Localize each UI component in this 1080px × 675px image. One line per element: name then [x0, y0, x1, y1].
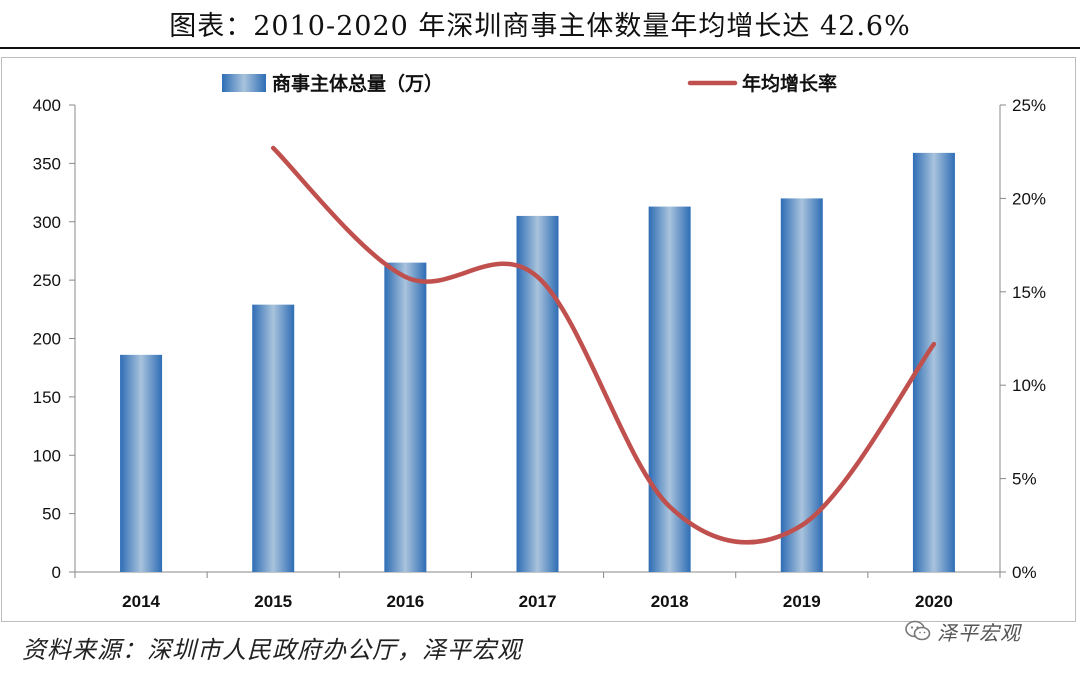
x-axis-tick-label: 2020: [915, 592, 953, 611]
chart-frame: [1, 57, 1076, 622]
bar-2016: [384, 262, 427, 572]
x-axis-tick-label: 2016: [386, 592, 424, 611]
x-axis-tick-label: 2017: [519, 592, 557, 611]
bar-2018: [648, 206, 691, 572]
right-axis-tick-label: 20%: [1012, 189, 1046, 208]
bar-2014: [120, 354, 163, 572]
left-axis-tick-label: 50: [42, 505, 61, 524]
bar-2019: [780, 198, 823, 572]
legend-bar-swatch: [222, 74, 266, 92]
chart-title: 图表：2010-2020 年深圳商事主体数量年均增长达 42.6%: [169, 11, 911, 42]
left-axis-tick-label: 100: [33, 446, 61, 465]
x-axis-tick-label: 2018: [651, 592, 689, 611]
bar-2020: [912, 152, 955, 572]
right-axis-tick-label: 0%: [1012, 563, 1037, 582]
left-axis-tick-label: 400: [33, 96, 61, 115]
x-axis-tick-label: 2019: [783, 592, 821, 611]
right-axis-tick-label: 15%: [1012, 283, 1046, 302]
x-axis-tick-label: 2014: [122, 592, 160, 611]
watermark: 泽平宏观: [905, 616, 1021, 646]
left-axis-tick-label: 200: [33, 330, 61, 349]
legend-line-label: 年均增长率: [742, 72, 837, 95]
growth-rate-line: [270, 145, 937, 545]
x-axis-tick-label: 2015: [254, 592, 292, 611]
title-rule: [0, 47, 1080, 49]
left-axis-tick-label: 150: [33, 388, 61, 407]
right-axis-tick-label: 5%: [1012, 470, 1037, 489]
left-axis-tick-label: 250: [33, 271, 61, 290]
right-axis-tick-label: 10%: [1012, 376, 1046, 395]
left-axis-tick-label: 300: [33, 213, 61, 232]
right-axis-tick-label: 25%: [1012, 96, 1046, 115]
watermark-text: 泽平宏观: [937, 620, 1021, 645]
left-axis-tick-label: 0: [52, 563, 61, 582]
source-note: 资料来源：深圳市人民政府办公厅，泽平宏观: [22, 636, 522, 664]
bar-2015: [252, 304, 295, 572]
legend-bar-label: 商事主体总量（万）: [272, 72, 443, 95]
left-axis-tick-label: 350: [33, 154, 61, 173]
wechat-icon: [905, 620, 931, 641]
